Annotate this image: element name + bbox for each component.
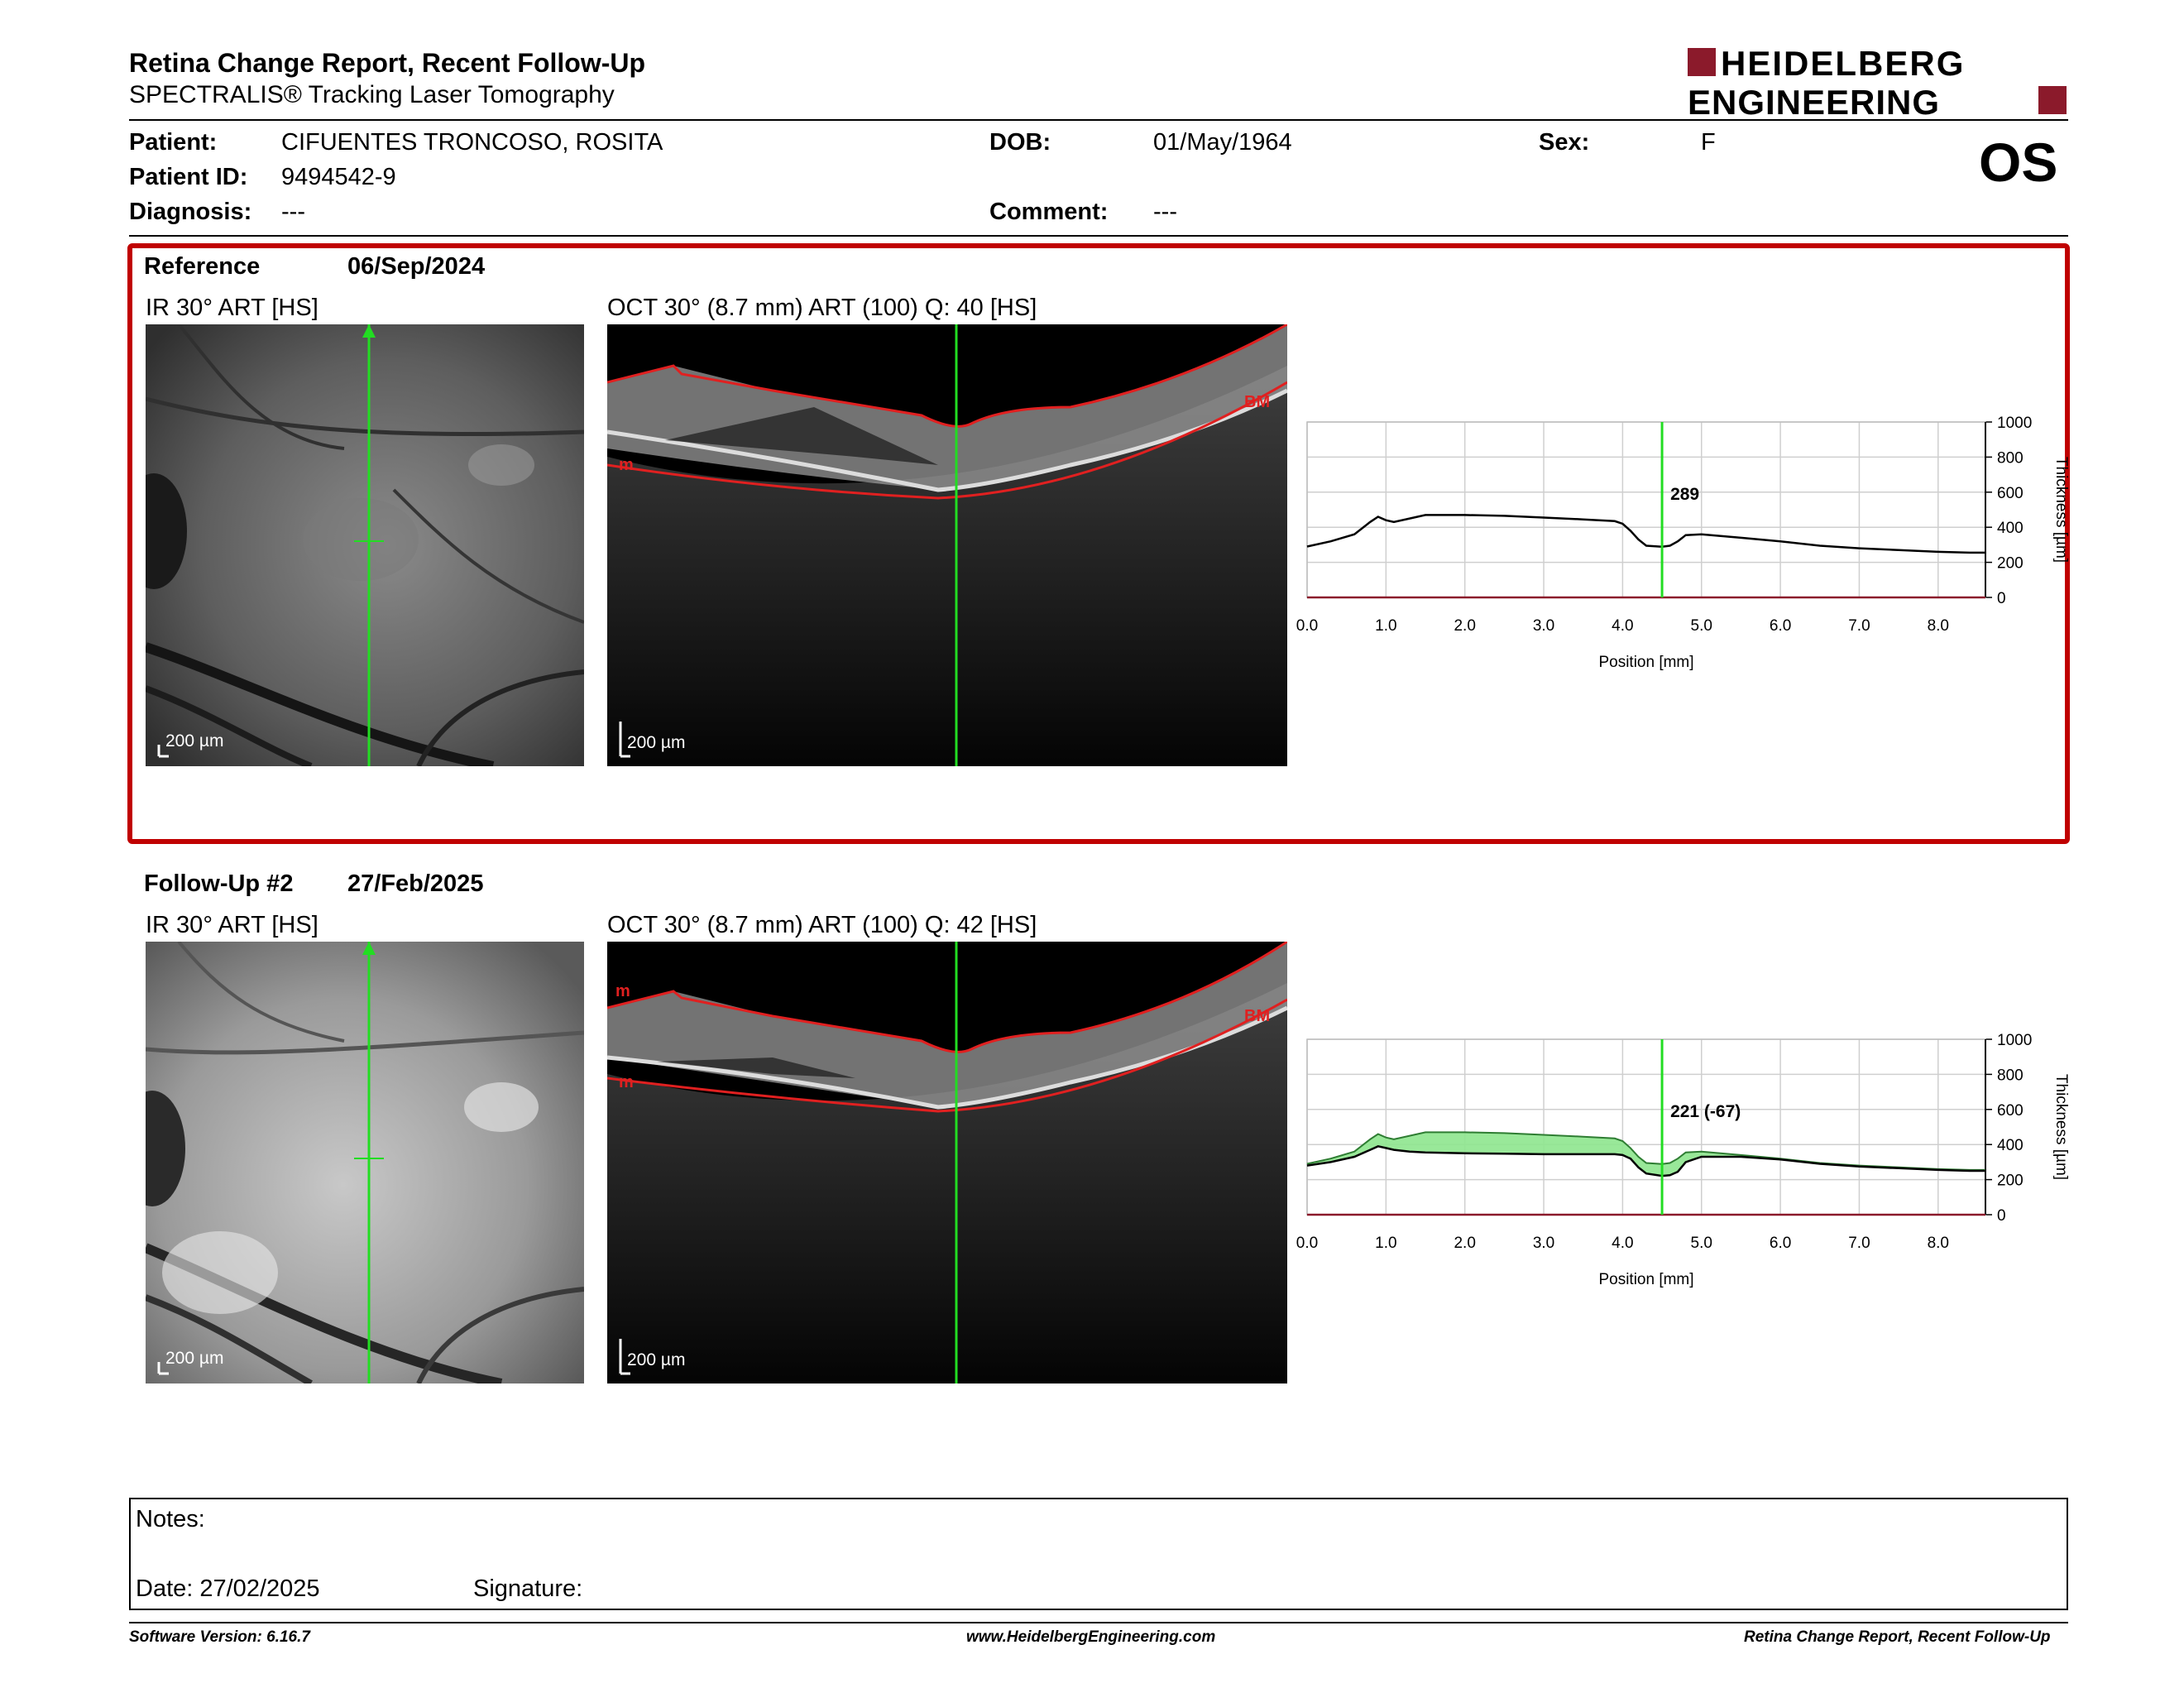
y-tick-label: 600 xyxy=(1997,1102,2024,1120)
heidelberg-logo: HEIDELBERG ENGINEERING xyxy=(1688,44,2067,119)
svg-text:m: m xyxy=(619,456,634,474)
y-axis-label: Thickness [µm] xyxy=(2052,1074,2070,1180)
x-axis-label: Position [mm] xyxy=(1598,654,1693,671)
diagnosis-value: --- xyxy=(281,199,305,225)
x-tick-label: 0.0 xyxy=(1296,1235,1318,1252)
sex-value: F xyxy=(1701,129,1716,156)
cursor-value-label: 289 xyxy=(1670,485,1699,504)
followup-date: 27/Feb/2025 xyxy=(347,870,484,897)
x-tick-label: 2.0 xyxy=(1454,617,1475,635)
patient-divider xyxy=(129,235,2068,237)
signature-label: Signature: xyxy=(473,1575,583,1602)
diagnosis-label: Diagnosis: xyxy=(129,199,252,225)
x-tick-label: 0.0 xyxy=(1296,617,1318,635)
x-tick-label: 8.0 xyxy=(1928,617,1949,635)
reference-thickness-chart: 0.0 1.0 2.0 3.0 4.0 5.0 6.0 7.0 8.0 0 200 400 600 800… xyxy=(1296,415,2070,671)
sex-label: Sex: xyxy=(1539,129,1590,156)
x-tick-label: 6.0 xyxy=(1770,1235,1791,1252)
footer-report-name: Retina Change Report, Recent Follow-Up xyxy=(1744,1628,2051,1646)
svg-text:ENGINEERING: ENGINEERING xyxy=(1688,83,1940,119)
notes-box[interactable]: Notes: Date: 27/02/2025 Signature: xyxy=(129,1498,2068,1610)
thickness-line xyxy=(1306,514,1985,554)
x-tick-label: 3.0 xyxy=(1533,617,1554,635)
svg-text:200 µm: 200 µm xyxy=(165,731,223,750)
svg-text:200 µm: 200 µm xyxy=(165,1349,223,1368)
x-tick-label: 4.0 xyxy=(1612,617,1633,635)
comment-label: Comment: xyxy=(989,199,1109,225)
reference-oct-caption: OCT 30° (8.7 mm) ART (100) Q: 40 [HS] xyxy=(607,295,1037,321)
svg-text:BM: BM xyxy=(1244,1007,1270,1025)
y-tick-label: 1000 xyxy=(1997,415,2032,432)
report-title: Retina Change Report, Recent Follow-Up xyxy=(129,48,646,78)
eye-indicator: OS xyxy=(1979,132,2058,193)
x-tick-label: 4.0 xyxy=(1612,1235,1633,1252)
svg-text:m: m xyxy=(619,1073,634,1091)
y-tick-label: 200 xyxy=(1997,1172,2024,1190)
reference-label: Reference xyxy=(144,253,261,280)
patient-label: Patient: xyxy=(129,129,218,156)
reference-ir-caption: IR 30° ART [HS] xyxy=(146,295,318,321)
followup-oct-caption: OCT 30° (8.7 mm) ART (100) Q: 42 [HS] xyxy=(607,912,1037,938)
y-tick-label: 800 xyxy=(1997,449,2024,467)
notes-date: Date: 27/02/2025 xyxy=(136,1575,320,1602)
footer-website[interactable]: www.HeidelbergEngineering.com xyxy=(966,1628,1216,1646)
x-tick-label: 1.0 xyxy=(1375,617,1396,635)
y-tick-label: 400 xyxy=(1997,1137,2024,1154)
y-tick-label: 200 xyxy=(1997,555,2024,573)
y-tick-label: 400 xyxy=(1997,520,2024,537)
x-tick-label: 2.0 xyxy=(1454,1235,1475,1252)
x-tick-label: 6.0 xyxy=(1770,617,1791,635)
cursor-value-label: 221 (-67) xyxy=(1670,1102,1741,1121)
followup-ir-image[interactable]: 200 µm xyxy=(146,942,584,1383)
notes-label: Notes: xyxy=(136,1506,205,1532)
x-tick-label: 8.0 xyxy=(1928,1235,1949,1252)
followup-thickness-line xyxy=(1306,1144,1985,1177)
header-divider xyxy=(129,119,2068,121)
svg-text:200 µm: 200 µm xyxy=(627,733,685,752)
plot-frame xyxy=(1306,421,1986,598)
x-tick-label: 1.0 xyxy=(1375,1235,1396,1252)
svg-text:m: m xyxy=(615,982,630,1000)
reference-ir-image[interactable]: 200 µm xyxy=(146,324,584,766)
thickness-change-area xyxy=(1307,1132,1985,1177)
followup-label: Follow-Up #2 xyxy=(144,870,294,897)
followup-ir-caption: IR 30° ART [HS] xyxy=(146,912,318,938)
plot-frame xyxy=(1306,1038,1986,1216)
patient-id-value: 9494542-9 xyxy=(281,164,396,190)
svg-text:HEIDELBERG: HEIDELBERG xyxy=(1721,44,1965,83)
reference-oct-image[interactable]: m BM 200 µm xyxy=(607,324,1287,766)
y-tick-label: 0 xyxy=(1997,590,2006,607)
dob-label: DOB: xyxy=(989,129,1051,156)
svg-text:200 µm: 200 µm xyxy=(627,1350,685,1369)
x-tick-label: 5.0 xyxy=(1691,1235,1712,1252)
svg-text:BM: BM xyxy=(1244,393,1270,411)
y-tick-label: 0 xyxy=(1997,1207,2006,1225)
y-tick-label: 800 xyxy=(1997,1067,2024,1084)
patient-id-label: Patient ID: xyxy=(129,164,248,190)
x-tick-label: 5.0 xyxy=(1691,617,1712,635)
followup-thickness-chart: 0.0 1.0 2.0 3.0 4.0 5.0 6.0 7.0 8.0 0 200 400 600 800… xyxy=(1296,1032,2070,1288)
footer-divider xyxy=(129,1622,2068,1623)
y-tick-label: 600 xyxy=(1997,485,2024,502)
y-axis-label: Thickness [µm] xyxy=(2052,457,2070,563)
followup-oct-image[interactable]: m BM m 200 µm xyxy=(607,942,1287,1383)
comment-value: --- xyxy=(1153,199,1177,225)
y-tick-label: 1000 xyxy=(1997,1032,2032,1049)
reference-date: 06/Sep/2024 xyxy=(347,253,486,280)
footer-software-version: Software Version: 6.16.7 xyxy=(129,1628,310,1646)
x-tick-label: 3.0 xyxy=(1533,1235,1554,1252)
patient-name: CIFUENTES TRONCOSO, ROSITA xyxy=(281,129,663,156)
report-subtitle: SPECTRALIS® Tracking Laser Tomography xyxy=(129,81,615,108)
x-tick-label: 7.0 xyxy=(1848,617,1870,635)
dob-value: 01/May/1964 xyxy=(1153,129,1292,156)
reference-frame xyxy=(127,243,2070,844)
x-axis-label: Position [mm] xyxy=(1598,1271,1693,1288)
x-tick-label: 7.0 xyxy=(1848,1235,1870,1252)
